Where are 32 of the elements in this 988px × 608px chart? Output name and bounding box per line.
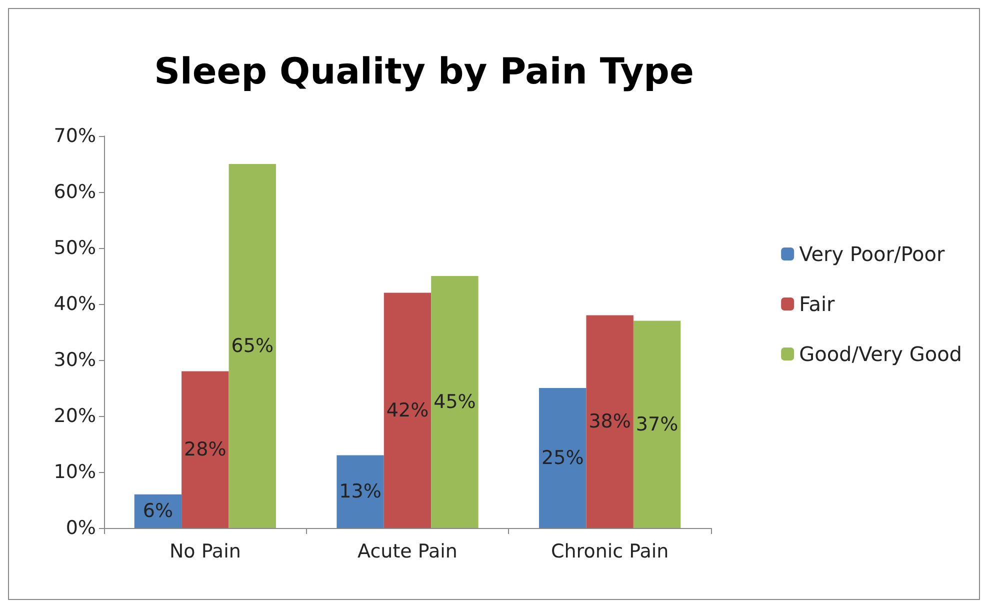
x-tick-label: Acute Pain bbox=[358, 540, 458, 562]
y-tick-label: 40% bbox=[54, 293, 96, 315]
data-label: 13% bbox=[339, 480, 382, 503]
y-tick-label: 10% bbox=[54, 461, 96, 483]
legend-label: Very Poor/Poor bbox=[799, 242, 946, 266]
data-label: 45% bbox=[434, 391, 476, 413]
data-label: 38% bbox=[588, 410, 631, 433]
data-label: 42% bbox=[386, 399, 429, 422]
y-tick-label: 70% bbox=[54, 125, 96, 147]
bar bbox=[586, 315, 634, 528]
bar bbox=[431, 276, 478, 528]
data-label: 28% bbox=[184, 438, 226, 461]
y-tick-label: 20% bbox=[54, 405, 96, 427]
y-tick-label: 50% bbox=[54, 237, 96, 259]
legend-label: Good/Very Good bbox=[799, 342, 962, 366]
bar bbox=[182, 371, 229, 528]
data-label: 6% bbox=[142, 500, 174, 522]
bar bbox=[633, 320, 681, 528]
y-tick-label: 60% bbox=[54, 181, 96, 203]
bar bbox=[336, 455, 384, 528]
x-tick-label: Chronic Pain bbox=[550, 540, 669, 562]
y-tick-label: 30% bbox=[54, 349, 96, 371]
data-label: 65% bbox=[231, 335, 274, 357]
chart-title: Sleep Quality by Pain Type bbox=[154, 52, 694, 92]
legend-label: Fair bbox=[799, 292, 836, 316]
bar bbox=[384, 292, 432, 528]
y-tick-label: 0% bbox=[66, 517, 96, 539]
data-label: 25% bbox=[542, 447, 584, 469]
data-label: 37% bbox=[636, 413, 678, 436]
x-tick-label: No Pain bbox=[169, 540, 241, 562]
bar bbox=[539, 388, 586, 528]
bar bbox=[228, 164, 276, 528]
